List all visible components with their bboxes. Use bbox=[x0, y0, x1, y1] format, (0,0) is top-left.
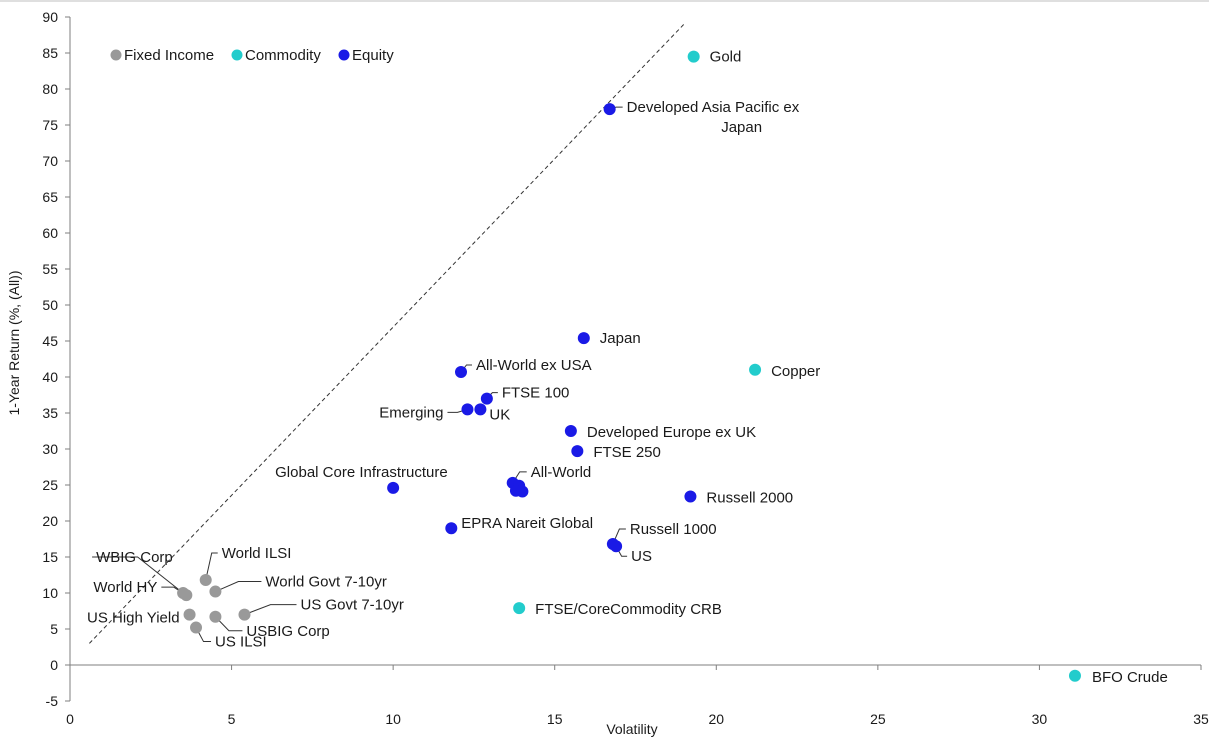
scatter-point bbox=[687, 50, 700, 63]
scatter-point bbox=[387, 481, 400, 494]
y-tick-label: 75 bbox=[42, 117, 58, 133]
data-label: World ILSI bbox=[222, 545, 292, 562]
data-labels: WBIG Corp World ILSI World Govt 7-10yr Worl… bbox=[87, 49, 1168, 686]
x-tick-label: 25 bbox=[870, 711, 886, 727]
trend-line bbox=[89, 23, 685, 644]
data-label: BFO Crude bbox=[1092, 669, 1168, 686]
data-label: All-World ex USA bbox=[476, 357, 592, 374]
scatter-point bbox=[238, 608, 251, 621]
data-label: FTSE/CoreCommodity CRB bbox=[535, 601, 722, 618]
y-tick-label: 30 bbox=[42, 441, 58, 457]
x-tick-label: 20 bbox=[708, 711, 724, 727]
x-tick-label: 30 bbox=[1032, 711, 1048, 727]
data-points bbox=[177, 50, 1081, 682]
data-label: Japan bbox=[600, 330, 641, 347]
legend-label: Equity bbox=[352, 47, 394, 64]
scatter-point bbox=[480, 392, 493, 405]
leader-line bbox=[205, 552, 218, 581]
legend: Fixed Income Commodity Equity bbox=[110, 47, 394, 64]
y-tick-label: 25 bbox=[42, 477, 58, 493]
y-tick-label: 60 bbox=[42, 225, 58, 241]
scatter-point bbox=[190, 621, 203, 634]
y-tick-label: 80 bbox=[42, 81, 58, 97]
scatter-point bbox=[603, 103, 616, 116]
scatter-point bbox=[474, 403, 487, 416]
legend-label: Fixed Income bbox=[124, 47, 214, 64]
y-axis-label: 1-Year Return (%, (All)) bbox=[6, 271, 22, 416]
scatter-point bbox=[564, 425, 577, 437]
scatter-point bbox=[183, 608, 196, 621]
data-label: US ILSI bbox=[215, 634, 267, 651]
scatter-point bbox=[209, 610, 222, 623]
scatter-point bbox=[209, 585, 222, 598]
y-tick-label: 65 bbox=[42, 189, 58, 205]
y-tick-label: 0 bbox=[50, 657, 58, 673]
x-tick-label: 0 bbox=[66, 711, 74, 727]
data-label: World Govt 7-10yr bbox=[265, 574, 386, 591]
scatter-point bbox=[516, 485, 529, 498]
y-tick-label: -5 bbox=[46, 693, 59, 709]
reference-line bbox=[89, 23, 685, 644]
legend-marker bbox=[231, 49, 243, 61]
scatter-point bbox=[513, 602, 526, 615]
legend-marker bbox=[110, 49, 122, 61]
y-tick-label: 10 bbox=[42, 585, 58, 601]
y-tick-label: 40 bbox=[42, 369, 58, 385]
data-label: EPRA Nareit Global bbox=[461, 515, 593, 532]
leader-line bbox=[244, 604, 297, 616]
y-tick-label: 50 bbox=[42, 297, 58, 313]
x-tick-label: 10 bbox=[385, 711, 401, 727]
scatter-point bbox=[749, 363, 762, 376]
data-label: Developed Asia Pacific ex bbox=[627, 99, 800, 116]
scatter-point bbox=[199, 574, 212, 587]
x-tick-label: 15 bbox=[547, 711, 563, 727]
legend-label: Commodity bbox=[245, 47, 321, 64]
data-label: Global Core Infrastructure bbox=[275, 464, 448, 481]
y-tick-label: 15 bbox=[42, 549, 58, 565]
scatter-point bbox=[684, 490, 697, 503]
x-tick-label: 35 bbox=[1193, 711, 1209, 727]
y-tick-label: 55 bbox=[42, 261, 58, 277]
axes: -5 0 5 10 15 20 25 30 35 40 45 50 55 60 65 70 75 80 85 90 0 5… bbox=[42, 9, 1209, 727]
y-tick-label: 90 bbox=[42, 9, 58, 25]
leader-line bbox=[92, 556, 184, 594]
data-label: World HY bbox=[93, 579, 157, 596]
data-label: Gold bbox=[710, 49, 742, 66]
data-label: All-World bbox=[531, 464, 592, 481]
scatter-point bbox=[455, 365, 468, 378]
data-label: Russell 2000 bbox=[706, 490, 793, 507]
data-label: FTSE 100 bbox=[502, 385, 570, 402]
data-label: Copper bbox=[771, 363, 820, 380]
y-tick-label: 35 bbox=[42, 405, 58, 421]
leader-line bbox=[215, 581, 262, 593]
data-label: Developed Europe ex UK bbox=[587, 424, 756, 441]
legend-marker bbox=[338, 49, 350, 61]
y-tick-label: 5 bbox=[50, 621, 58, 637]
data-label: Emerging bbox=[379, 404, 443, 421]
leader-line bbox=[215, 616, 243, 632]
y-tick-label: 85 bbox=[42, 45, 58, 61]
data-label: US bbox=[631, 548, 652, 565]
y-tick-label: 20 bbox=[42, 513, 58, 529]
scatter-point bbox=[577, 332, 590, 345]
data-label: FTSE 250 bbox=[593, 444, 661, 461]
data-label: WBIG Corp bbox=[96, 549, 173, 566]
scatter-point bbox=[445, 522, 458, 535]
data-label: UK bbox=[489, 406, 510, 423]
scatter-point bbox=[610, 540, 623, 553]
scatter-point bbox=[461, 403, 474, 416]
x-axis-label: Volatility bbox=[606, 721, 657, 737]
scatter-point bbox=[571, 445, 584, 458]
y-tick-label: 45 bbox=[42, 333, 58, 349]
scatter-point bbox=[1068, 669, 1081, 682]
scatter-point bbox=[180, 589, 193, 602]
y-tick-label: 70 bbox=[42, 153, 58, 169]
x-tick-label: 5 bbox=[228, 711, 236, 727]
data-label: US Govt 7-10yr bbox=[300, 597, 403, 614]
data-label: USBIG Corp bbox=[246, 623, 329, 640]
data-label: Japan bbox=[721, 119, 762, 136]
data-label: US High Yield bbox=[87, 610, 180, 627]
data-label: Russell 1000 bbox=[630, 521, 717, 538]
